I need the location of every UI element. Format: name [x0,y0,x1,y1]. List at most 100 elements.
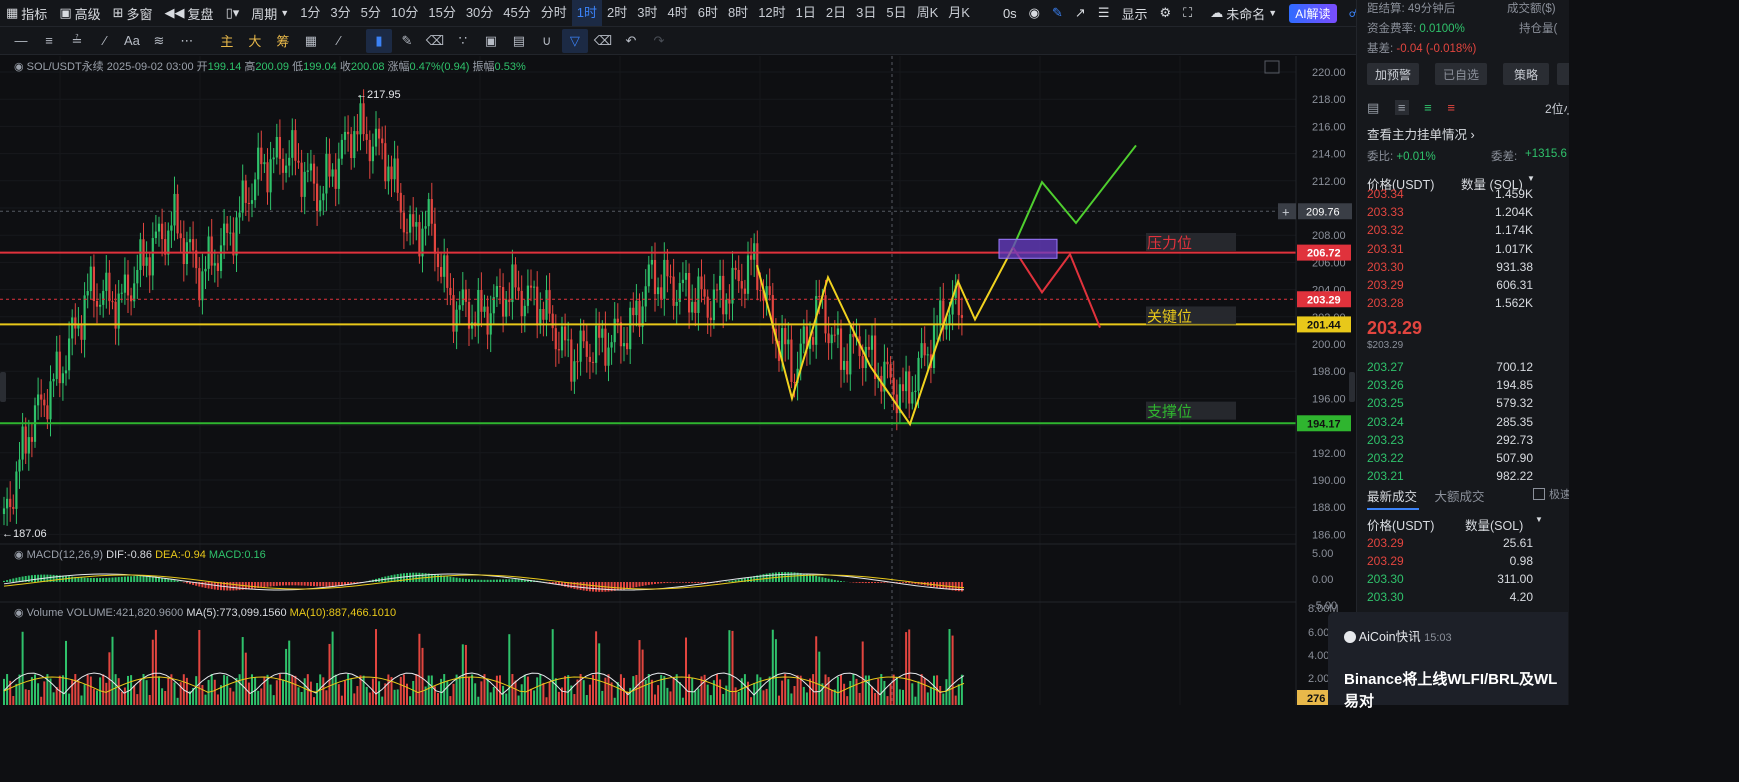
lock-icon[interactable]: ▣ [484,32,498,48]
big-order-toggle[interactable]: 大 [242,29,268,53]
share-nodes-icon[interactable]: ☍ [1343,0,1356,26]
pattern-icon[interactable]: ∵ [458,32,468,48]
bid-row[interactable]: 203.22 507.90 [1367,451,1567,469]
ruler-icon[interactable]: ∕ [337,33,340,48]
ask-row[interactable]: 203.32 1.174K [1367,223,1567,241]
period-tab[interactable]: 6时 [697,5,718,20]
ask-row[interactable]: 203.31 1.017K [1367,242,1567,260]
trash-icon[interactable]: ⌫ [593,32,613,48]
fullscreen-icon[interactable]: ⛶ [1183,5,1193,20]
period-tab[interactable]: 1日 [795,5,816,20]
channel-icon[interactable]: ≟ [71,32,83,48]
orderbook-bids-icon[interactable]: ≡ [1424,100,1432,115]
period-tab[interactable]: 1分 [300,5,321,20]
indicator-button[interactable]: ▦ 指标 [0,0,53,26]
period-tab[interactable]: 5日 [886,5,907,20]
chip-toggle[interactable]: 筹 [270,29,296,53]
camera-icon[interactable]: ◉ [1028,5,1041,20]
filter-icon[interactable]: ▽ [561,28,588,53]
bid-row[interactable]: 203.26 194.85 [1367,378,1567,396]
redo-icon[interactable]: ↷ [653,32,665,48]
change-value: 0.47%(0.94) [409,61,470,73]
add-alert-button[interactable]: 加预警 [1367,63,1419,85]
period-tab[interactable]: 2时 [607,5,628,20]
period-tab[interactable]: 分时 [540,5,567,20]
period-tab[interactable]: 3分 [330,5,351,20]
period-tab[interactable]: 月K [948,5,970,20]
bookmark-icon[interactable]: ▮ [365,28,392,53]
period-tab[interactable]: 3时 [637,5,658,20]
main-chart-toggle[interactable]: 主 [214,29,240,53]
ask-row[interactable]: 203.30 931.38 [1367,260,1567,278]
layout-name-button[interactable]: ☁ 未命名 ▼ [1204,0,1283,26]
news-toast[interactable]: AiCoin快讯 15:03 Binance将上线WLFI/BRL及WL 易对 [1328,612,1568,710]
big-trades-tab[interactable]: 大额成交 [1434,490,1485,504]
ask-row[interactable]: 203.34 1.459K [1367,187,1567,205]
magnet-icon[interactable]: ∪ [542,32,552,48]
bid-row[interactable]: 203.25 579.32 [1367,396,1567,414]
share-icon[interactable]: ↗ [1074,5,1086,20]
display-button[interactable]: 显示 [1115,0,1153,26]
period-tab[interactable]: 4时 [667,5,688,20]
pen-icon[interactable]: ✎ [1052,5,1063,20]
bid-row[interactable]: 203.23 292.73 [1367,433,1567,451]
chart-type-button[interactable]: ▯▾ [220,0,246,26]
note-icon[interactable]: ▤ [512,32,526,48]
trend-line-icon[interactable]: ∕ [103,33,107,48]
period-tab[interactable]: 2日 [825,5,847,20]
ask-row[interactable]: 203.33 1.204K [1367,205,1567,223]
multi-line-icon[interactable]: ≡ [45,33,53,48]
bid-row[interactable]: 203.21 982.22 [1367,469,1567,487]
right-collapse-handle[interactable] [1349,372,1355,402]
text-tool-button[interactable]: Aa [120,29,144,53]
brush-icon[interactable]: ✎ [401,32,413,48]
macd-bar [663,582,666,584]
settings-list-icon[interactable]: ☰ [1097,5,1110,20]
bid-row[interactable]: 203.27 700.12 [1367,360,1567,378]
precision-select[interactable]: 2位小 [1545,102,1569,116]
strategy-button[interactable]: 策略 [1503,63,1549,85]
ask-row[interactable]: 203.28 1.562K [1367,296,1567,314]
period-tab[interactable]: 10分 [390,5,419,20]
orderbook-both-icon[interactable]: ▤ [1367,100,1380,115]
orderbook-split-icon[interactable]: ≡ [1394,100,1409,115]
ai-read-button[interactable]: AI解读 [1283,0,1342,26]
period-tab[interactable]: 1时 [571,0,603,26]
horizontal-line-icon[interactable]: — [14,33,28,48]
period-tab[interactable]: 3日 [856,5,877,20]
ask-row[interactable]: 203.29 606.31 [1367,278,1567,296]
candle-body [179,233,182,239]
period-tab[interactable]: 30分 [465,5,494,20]
fast-checkbox[interactable] [1533,488,1545,500]
multi-window-button[interactable]: ⊞ 多窗 [107,0,159,26]
gear-icon[interactable]: ⚙ [1159,5,1172,20]
replay-button[interactable]: ◀◀ 复盘 [159,0,220,26]
more-tools-icon[interactable]: ⋯ [180,32,194,48]
undo-icon[interactable]: ↶ [625,32,637,48]
bid-row[interactable]: 203.24 285.35 [1367,415,1567,433]
fib-icon[interactable]: ≋ [153,32,165,48]
qty-column-header[interactable]: 数量 (SOL) [1461,178,1523,192]
watchlist-button[interactable]: 已自选 [1435,63,1487,85]
period-tab[interactable]: 周K [916,5,939,20]
candle-body [340,139,343,159]
period-tab[interactable]: 15分 [428,5,456,20]
advanced-button[interactable]: ▣ 高级 [53,0,106,26]
orderbook-asks-icon[interactable]: ≡ [1447,100,1455,115]
latest-trades-tab[interactable]: 最新成交 [1367,490,1418,504]
aicoin-logo-icon [1344,631,1356,643]
main-orders-link[interactable]: 查看主力挂单情况 › [1367,124,1569,143]
trade-qty-header[interactable]: 数量(SOL) [1465,519,1524,533]
period-tab[interactable]: 45分 [503,5,531,20]
macd-bar [189,582,191,585]
left-collapse-handle[interactable] [0,372,6,402]
period-tab[interactable]: 5分 [360,5,381,20]
period-dropdown[interactable]: 周期 ▼ [245,0,295,26]
calculator-icon[interactable]: ▦ [304,32,318,48]
period-tab[interactable]: 8时 [727,5,749,20]
more-button[interactable] [1557,63,1569,85]
period-tab[interactable]: 12时 [758,5,786,20]
candle-body [71,317,74,339]
eraser-icon[interactable]: ⌫ [425,32,445,48]
